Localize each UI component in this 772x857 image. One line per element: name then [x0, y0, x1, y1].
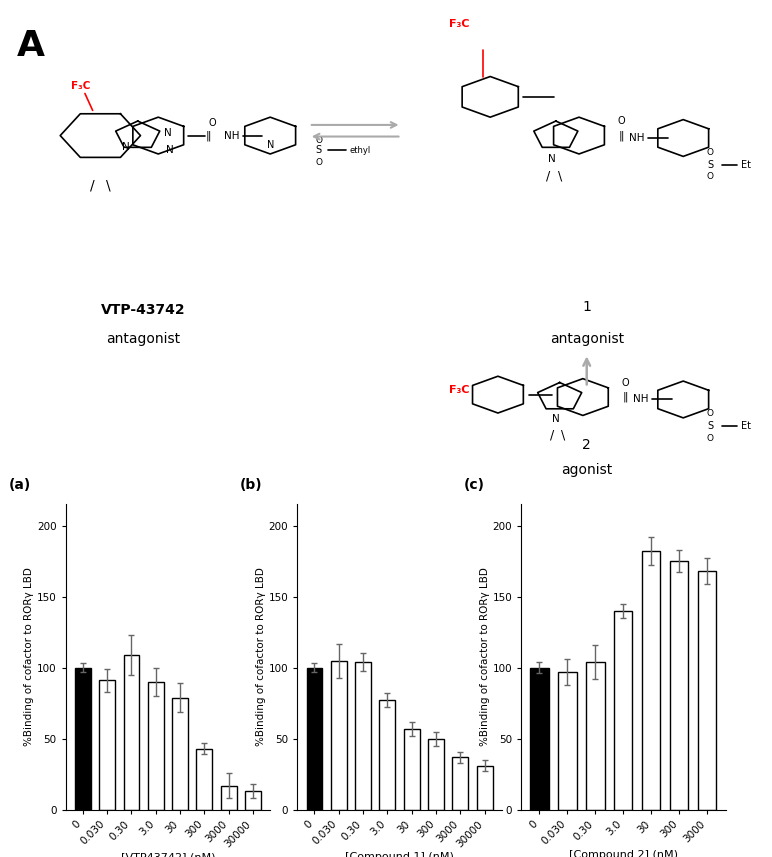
Bar — [306, 668, 323, 810]
Bar — [670, 561, 689, 810]
Text: NH: NH — [629, 133, 645, 143]
Text: N: N — [122, 142, 130, 153]
Bar — [172, 698, 188, 810]
Text: S: S — [707, 421, 713, 431]
Y-axis label: %Binding of cofactor to RORγ LBD: %Binding of cofactor to RORγ LBD — [479, 567, 489, 746]
Text: Et: Et — [741, 421, 751, 431]
Text: VTP-43742: VTP-43742 — [100, 303, 185, 317]
Bar — [558, 672, 577, 810]
Text: ‖: ‖ — [205, 130, 212, 141]
Bar — [221, 786, 236, 810]
Text: F₃C: F₃C — [449, 20, 469, 29]
Text: antagonist: antagonist — [106, 332, 180, 346]
Bar — [245, 791, 261, 810]
Bar — [428, 739, 444, 810]
Bar — [331, 661, 347, 810]
Bar — [148, 682, 164, 810]
Text: Et: Et — [741, 159, 751, 170]
Text: O: O — [315, 136, 323, 145]
Text: O: O — [618, 116, 625, 126]
Text: A: A — [17, 29, 45, 63]
Text: S: S — [316, 145, 322, 155]
Bar — [642, 551, 661, 810]
Text: ‖: ‖ — [622, 392, 628, 402]
Text: \: \ — [557, 169, 562, 183]
Text: antagonist: antagonist — [550, 332, 624, 346]
Text: N: N — [164, 129, 171, 138]
Bar — [100, 680, 115, 810]
Text: O: O — [706, 172, 714, 181]
Bar — [197, 749, 212, 810]
Bar — [698, 571, 716, 810]
Bar — [124, 655, 139, 810]
Text: O: O — [621, 378, 629, 387]
Text: 1: 1 — [582, 301, 591, 315]
Bar — [380, 700, 395, 810]
Text: S: S — [707, 159, 713, 170]
Text: O: O — [706, 434, 714, 443]
Text: N: N — [552, 414, 560, 424]
Bar — [75, 668, 91, 810]
Bar — [530, 668, 549, 810]
Text: \: \ — [561, 428, 566, 441]
Bar — [355, 662, 371, 810]
Bar — [404, 728, 419, 810]
Text: O: O — [315, 158, 323, 167]
Text: N: N — [166, 146, 174, 155]
Text: N: N — [266, 140, 274, 150]
Y-axis label: %Binding of cofactor to RORγ LBD: %Binding of cofactor to RORγ LBD — [256, 567, 266, 746]
Text: 2: 2 — [582, 439, 591, 452]
Text: (a): (a) — [8, 478, 31, 492]
Text: \: \ — [106, 179, 110, 193]
Text: agonist: agonist — [561, 463, 612, 476]
Bar — [476, 766, 493, 810]
Bar — [586, 662, 604, 810]
Text: (c): (c) — [464, 478, 485, 492]
Text: NH: NH — [224, 130, 239, 141]
Text: /: / — [546, 169, 550, 183]
Text: /: / — [550, 428, 554, 441]
Text: (b): (b) — [240, 478, 262, 492]
Text: O: O — [706, 148, 714, 157]
Text: O: O — [706, 410, 714, 418]
Text: F₃C: F₃C — [71, 81, 91, 91]
Text: ethyl: ethyl — [350, 146, 371, 154]
Text: F₃C: F₃C — [449, 385, 469, 395]
Text: ‖: ‖ — [618, 130, 625, 141]
X-axis label: [Compound 2] (nM): [Compound 2] (nM) — [569, 849, 678, 857]
X-axis label: [VTP43742] (nM): [VTP43742] (nM) — [120, 852, 215, 857]
Text: N: N — [548, 153, 556, 164]
Y-axis label: %Binding of cofactor to RORγ LBD: %Binding of cofactor to RORγ LBD — [24, 567, 34, 746]
Text: O: O — [208, 118, 216, 129]
Bar — [615, 611, 632, 810]
Text: /: / — [90, 179, 95, 193]
X-axis label: [Compound 1] (nM): [Compound 1] (nM) — [345, 852, 454, 857]
Bar — [452, 758, 468, 810]
Text: NH: NH — [633, 394, 648, 405]
